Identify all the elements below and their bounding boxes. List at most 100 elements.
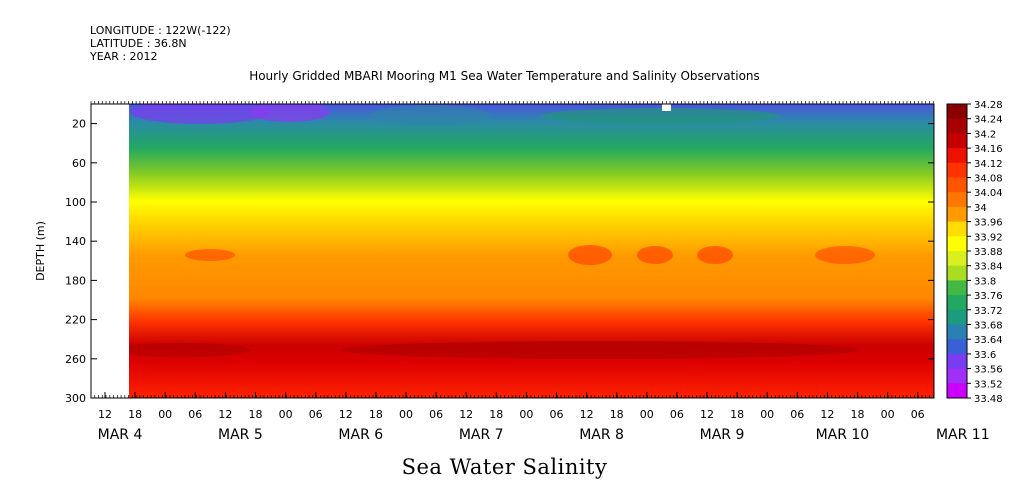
x-hour-label: 12 [218,408,232,421]
x-hour-label: 06 [670,408,684,421]
y-tick-label: 20 [72,118,86,131]
colorbar-swatch [947,339,967,355]
colorbar-label: 34.04 [974,188,1003,199]
x-hour-label: 00 [881,408,895,421]
colorbar-swatch [947,162,967,178]
x-hour-label: 06 [790,408,804,421]
x-hour-label: 12 [339,408,353,421]
colorbar-label: 33.52 [974,379,1003,390]
colorbar-label: 33.96 [974,218,1003,229]
latitude-label: LATITUDE : 36.8N [90,37,187,50]
heatmap-blob [815,246,875,264]
y-tick-label: 220 [65,314,86,327]
colorbar-label: 33.8 [974,276,996,287]
x-hour-label: 00 [519,408,533,421]
x-hour-label: 18 [249,408,263,421]
x-day-label: MAR 4 [98,427,143,443]
heatmap-blob [130,104,270,124]
x-hour-label: 06 [550,408,564,421]
colorbar-swatch [947,295,967,311]
colorbar: 34.28 34.24 34.2 34.16 34.12 34.08 34.04 34 33.9… [946,100,1003,405]
x-hour-label: 00 [158,408,172,421]
heatmap-blob [250,104,330,122]
colorbar-label: 33.56 [974,365,1003,376]
colorbar-swatch [947,221,967,237]
x-day-label: MAR 11 [936,427,990,443]
colorbar-label: 34.2 [974,129,996,140]
y-tick-label: 140 [65,235,86,248]
x-day-label: MAR 6 [338,427,383,443]
colorbar-label: 33.88 [974,247,1003,258]
missing-data-patch [662,104,671,111]
colorbar-swatch [947,383,967,399]
x-day-label: MAR 10 [816,427,870,443]
y-axis-label: DEPTH (m) [34,221,47,281]
colorbar-swatch [947,192,967,208]
colorbar-label: 34 [974,203,987,214]
x-hour-label: 06 [309,408,323,421]
colorbar-swatch [947,265,967,281]
colorbar-swatch [947,309,967,325]
colorbar-swatch [947,206,967,223]
x-hour-label: 12 [580,408,594,421]
year-label: YEAR : 2012 [90,50,158,63]
colorbar-swatch [947,177,967,193]
colorbar-swatch [947,236,967,252]
colorbar-label: 34.24 [974,115,1003,126]
heatmap-blob [185,249,235,261]
x-hour-label: 18 [851,408,865,421]
x-hour-label: 06 [911,408,925,421]
x-hour-label: 06 [429,408,443,421]
x-hour-label: 12 [98,408,112,421]
plot-frame [90,103,935,399]
heatmap-blob [370,105,490,125]
colorbar-label: 33.64 [974,335,1003,346]
x-day-label: MAR 9 [700,427,745,443]
longitude-label: LONGITUDE : 122W(-122) [90,24,231,37]
x-hour-label: 12 [700,408,714,421]
x-axis-title: Sea Water Salinity [401,455,608,479]
x-hour-label: 18 [369,408,383,421]
colorbar-label: 33.84 [974,262,1003,273]
x-hour-label: 00 [279,408,293,421]
x-day-label: MAR 5 [218,427,263,443]
colorbar-label: 33.92 [974,232,1003,243]
colorbar-swatch [947,133,967,149]
x-day-label: MAR 8 [579,427,624,443]
chart-title: Hourly Gridded MBARI Mooring M1 Sea Wate… [249,69,760,83]
colorbar-swatch [947,368,967,384]
colorbar-swatch [947,118,967,134]
x-day-label: MAR 7 [459,427,504,443]
heatmap-blob [568,245,612,265]
colorbar-label: 34.28 [974,100,1003,111]
colorbar-swatch [947,148,967,164]
heatmap-blob [129,343,250,357]
y-tick-label: 180 [65,274,86,287]
heatmap-field [129,104,934,398]
x-axis: 12 18 00 06 12 18 00 06 12 18 00 06 12 18 00 06 12 18 00 06… [90,101,990,443]
colorbar-label: 34.16 [974,144,1003,155]
colorbar-swatch [947,324,967,340]
colorbar-label: 33.76 [974,291,1003,302]
heatmap-blob [637,246,673,264]
x-hour-label: 06 [188,408,202,421]
y-axis: 20 60 100 140 180 220 260 300 [65,118,934,405]
x-hour-label: 18 [730,408,744,421]
heatmap-blob [540,108,780,124]
x-hour-label: 12 [820,408,834,421]
heatmap-blob [697,246,733,264]
x-hour-label: 12 [459,408,473,421]
y-tick-label: 60 [72,157,86,170]
y-tick-label: 300 [65,392,86,405]
colorbar-label: 33.48 [974,394,1003,405]
colorbar-label: 33.72 [974,306,1003,317]
heatmap-blob [340,341,860,359]
colorbar-swatch [947,104,967,120]
colorbar-swatch [947,353,967,370]
x-hour-label: 18 [128,408,142,421]
x-hour-label: 18 [610,408,624,421]
x-hour-label: 00 [760,408,774,421]
x-hour-label: 18 [489,408,503,421]
colorbar-label: 34.08 [974,174,1003,185]
